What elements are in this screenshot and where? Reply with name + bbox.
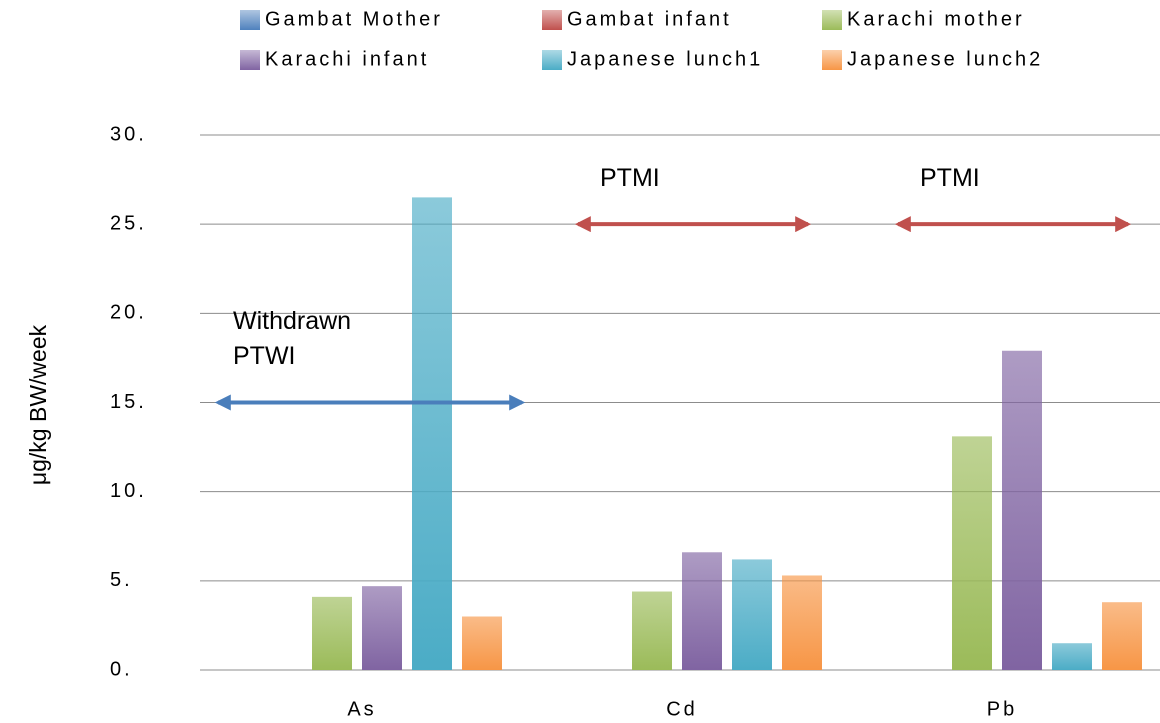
legend-swatch [822, 50, 842, 70]
bar [462, 616, 502, 670]
legend-label: Karachi mother [847, 8, 1025, 30]
x-tick-label: Cd [666, 698, 698, 720]
legend-swatch [240, 10, 260, 30]
annotation-text: PTMI [920, 164, 980, 192]
y-tick-label: 0. [110, 658, 133, 680]
y-tick-label: 15. [110, 391, 147, 413]
legend-label: Karachi infant [265, 48, 429, 70]
legend-swatch [240, 50, 260, 70]
bar [952, 436, 992, 670]
annotation-text: PTMI [600, 164, 660, 192]
legend-swatch [822, 10, 842, 30]
legend-swatch [542, 10, 562, 30]
x-tick-label: As [347, 698, 376, 720]
bar [1102, 602, 1142, 670]
bar [312, 596, 352, 670]
legend-label: Gambat Mother [265, 8, 443, 30]
bar [732, 559, 772, 670]
annotation-text: PTWI [233, 342, 296, 370]
bar [632, 591, 672, 670]
y-axis-label: μg/kg BW/week [25, 324, 51, 485]
bar [362, 586, 402, 670]
legend-label: Gambat infant [567, 8, 732, 30]
annotation-text: Withdrawn [233, 307, 351, 335]
y-tick-label: 5. [110, 569, 133, 591]
bar [412, 197, 452, 670]
y-tick-label: 20. [110, 302, 147, 324]
bar [782, 575, 822, 670]
y-tick-label: 10. [110, 480, 147, 502]
bar [1052, 643, 1092, 670]
bar [682, 552, 722, 670]
legend-label: Japanese lunch1 [567, 48, 763, 70]
legend-swatch [542, 50, 562, 70]
bar [1002, 350, 1042, 670]
x-tick-label: Pb [987, 698, 1017, 720]
y-tick-label: 25. [110, 212, 147, 234]
y-tick-label: 30. [110, 123, 147, 145]
legend-label: Japanese lunch2 [847, 48, 1043, 70]
